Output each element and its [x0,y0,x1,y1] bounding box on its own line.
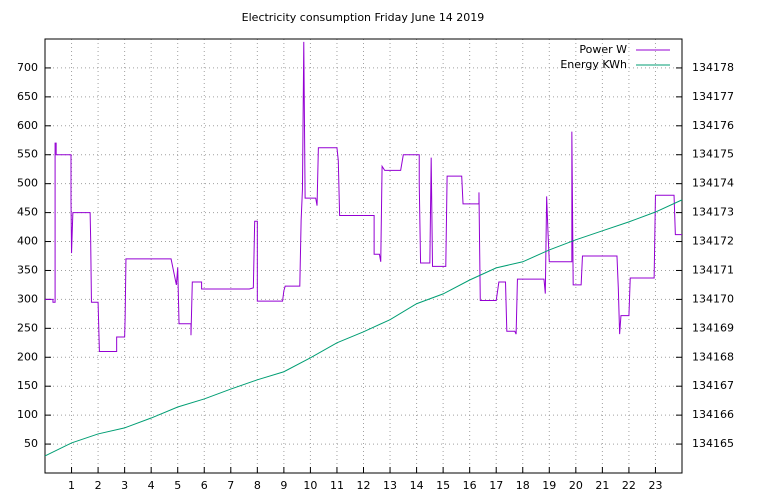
y2-tick-label: 134168 [692,350,734,363]
y2-tick-label: 134177 [692,90,734,103]
y-tick-label: 450 [17,206,38,219]
x-tick-label: 4 [148,479,155,492]
x-tick-label: 13 [383,479,397,492]
y-tick-label: 350 [17,263,38,276]
y2-tick-label: 134170 [692,292,734,305]
x-tick-label: 20 [569,479,583,492]
y2-tick-label: 134165 [692,437,734,450]
y2-tick-label: 134169 [692,321,734,334]
series-line [44,199,683,457]
x-tick-label: 15 [436,479,450,492]
x-tick-label: 22 [622,479,636,492]
legend-label: Power W [579,43,627,56]
y2-tick-label: 134166 [692,408,734,421]
x-tick-label: 9 [280,479,287,492]
x-tick-label: 5 [174,479,181,492]
y2-tick-label: 134172 [692,235,734,248]
x-tick-label: 23 [648,479,662,492]
x-tick-label: 17 [489,479,503,492]
y-tick-label: 400 [17,235,38,248]
x-tick-label: 8 [254,479,261,492]
y-tick-label: 100 [17,408,38,421]
y-tick-label: 700 [17,61,38,74]
y-tick-label: 500 [17,177,38,190]
y-tick-label: 50 [24,437,38,450]
y2-tick-label: 134174 [692,177,734,190]
y-tick-label: 650 [17,90,38,103]
x-tick-label: 21 [595,479,609,492]
x-tick-label: 19 [542,479,556,492]
y-tick-label: 200 [17,350,38,363]
legend-label: Energy KWh [560,58,627,71]
x-tick-label: 7 [227,479,234,492]
y-tick-label: 550 [17,148,38,161]
y-tick-label: 600 [17,119,38,132]
chart-title: Electricity consumption Friday June 14 2… [242,11,485,24]
x-tick-label: 16 [463,479,477,492]
y2-tick-label: 134173 [692,206,734,219]
series-line [45,41,682,352]
x-tick-label: 2 [95,479,102,492]
y2-tick-label: 134176 [692,119,734,132]
x-tick-label: 14 [410,479,424,492]
x-tick-label: 6 [201,479,208,492]
x-tick-label: 12 [357,479,371,492]
y-tick-label: 300 [17,292,38,305]
y2-tick-label: 134171 [692,263,734,276]
y-tick-label: 150 [17,379,38,392]
y2-tick-label: 134175 [692,148,734,161]
x-tick-label: 18 [516,479,530,492]
y2-tick-label: 134178 [692,61,734,74]
x-tick-label: 1 [68,479,75,492]
x-tick-label: 11 [330,479,344,492]
y2-tick-label: 134167 [692,379,734,392]
x-tick-label: 3 [121,479,128,492]
plot-frame [44,38,683,474]
x-tick-label: 10 [303,479,317,492]
y-tick-label: 250 [17,321,38,334]
